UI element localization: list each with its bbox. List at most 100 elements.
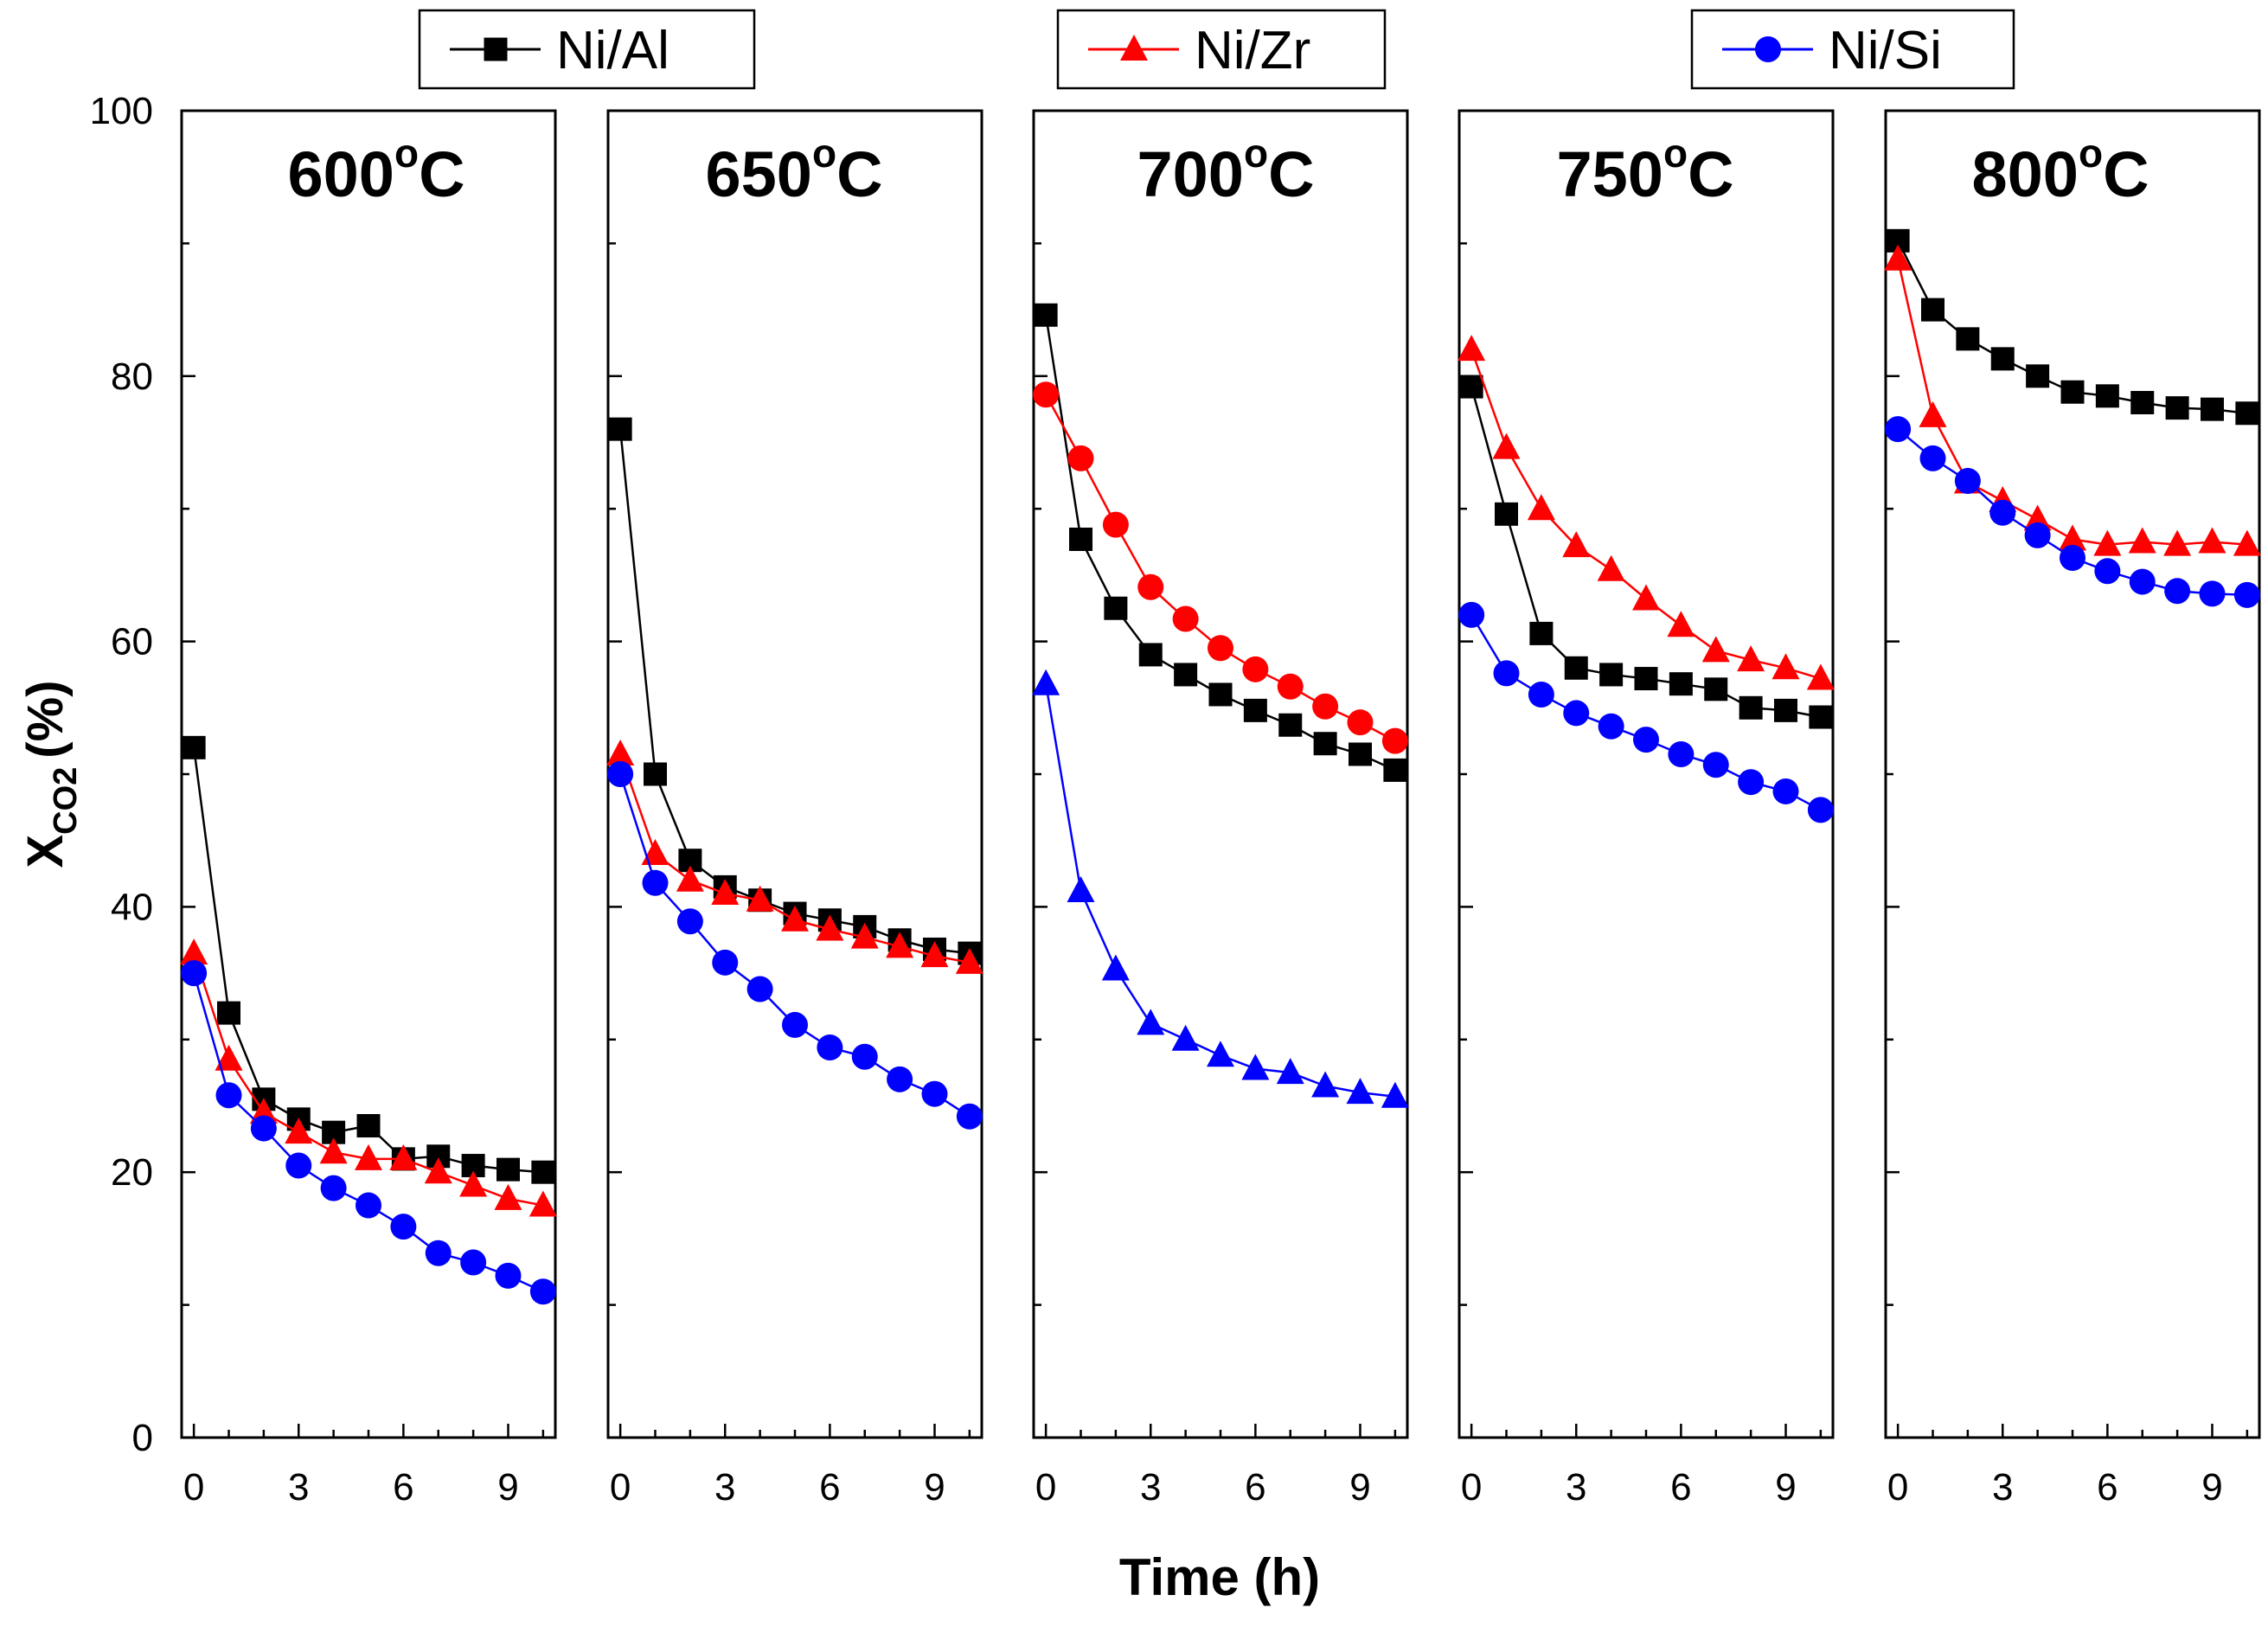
x-tick-label-6: 6 [1670, 1466, 1691, 1508]
data-point-ni-si-10 [956, 1103, 983, 1130]
x-tick-label-6: 6 [393, 1466, 413, 1508]
data-point-ni-zr-5 [1208, 635, 1233, 662]
panel-frame [180, 109, 557, 1439]
panel-title: 600oC [287, 131, 464, 210]
series-ni-si [181, 960, 556, 1305]
data-point-ni-zr-3 [711, 879, 740, 906]
data-point-ni-zr-7 [424, 1157, 452, 1184]
x-axis-title: Time (h) [1119, 1548, 1320, 1606]
data-point-ni-zr-3 [285, 1118, 313, 1144]
data-point-ni-zr-5 [355, 1143, 382, 1170]
data-point-ni-si-2 [1101, 954, 1130, 981]
data-point-ni-zr-4 [746, 885, 774, 912]
data-point-ni-si-4 [2024, 522, 2051, 548]
data-point-ni-zr-9 [920, 941, 949, 968]
data-point-ni-zr-6 [1242, 656, 1269, 682]
series-ni-al [1459, 375, 1833, 729]
data-point-ni-si-9 [2199, 580, 2226, 607]
y-tick-label-20: 20 [111, 1151, 153, 1194]
data-point-ni-si-0 [181, 960, 208, 987]
data-point-ni-zr-0 [1033, 381, 1060, 408]
data-point-ni-al-1 [644, 762, 668, 786]
data-point-ni-al-6 [2095, 384, 2119, 408]
data-point-ni-si-0 [1458, 601, 1485, 628]
data-point-ni-al-0 [1459, 375, 1483, 399]
legend-label: Ni/Al [556, 21, 670, 80]
data-point-ni-zr-2 [1102, 511, 1129, 538]
x-tick-label-6: 6 [1245, 1466, 1265, 1508]
series-line [1044, 683, 1396, 1099]
data-point-ni-zr-3 [1562, 531, 1591, 558]
data-point-ni-si-10 [1807, 797, 1834, 823]
panel-frame [1458, 109, 1835, 1439]
data-point-ni-si-4 [1171, 1024, 1200, 1051]
data-point-ni-si-5 [356, 1192, 381, 1219]
x-tick-label-9: 9 [497, 1466, 518, 1508]
legend-marker-circle [1755, 36, 1781, 62]
series-line [618, 429, 971, 955]
data-point-ni-si-2 [676, 908, 703, 935]
data-point-ni-al-3 [1138, 643, 1163, 667]
data-point-ni-al-8 [2165, 396, 2189, 420]
data-point-ni-zr-4 [319, 1137, 348, 1164]
data-point-ni-al-10 [1383, 758, 1407, 782]
data-point-ni-al-2 [1104, 596, 1128, 620]
data-point-ni-si-0 [1032, 669, 1060, 695]
series-ni-zr [180, 938, 557, 1217]
series-ni-zr [606, 739, 983, 974]
x-tick-label-3: 3 [714, 1466, 735, 1508]
data-point-ni-si-8 [887, 1066, 913, 1092]
data-point-ni-al-5 [2060, 380, 2085, 404]
data-point-ni-zr-6 [1667, 611, 1695, 637]
legend-item-ni-al: Ni/Al [418, 9, 756, 90]
data-point-ni-si-10 [2233, 581, 2260, 608]
y-tick-label-80: 80 [111, 356, 153, 398]
data-point-ni-zr-0 [606, 739, 635, 765]
data-point-ni-zr-10 [529, 1190, 557, 1217]
data-point-ni-si-1 [1919, 445, 1946, 471]
data-point-ni-al-8 [1313, 732, 1337, 756]
panel-frame [1032, 109, 1409, 1439]
data-point-ni-si-4 [746, 976, 773, 1002]
data-point-ni-si-1 [1067, 875, 1095, 902]
data-point-ni-al-9 [1773, 698, 1797, 722]
data-point-ni-zr-2 [1527, 494, 1555, 521]
data-point-ni-al-1 [217, 1001, 241, 1025]
data-point-ni-al-7 [1278, 713, 1303, 737]
data-point-ni-al-2 [1956, 327, 1980, 351]
legend: Ni/Al Ni/Zr Ni/Si [418, 9, 2015, 90]
data-point-ni-si-3 [285, 1152, 312, 1179]
data-point-ni-si-1 [1493, 660, 1520, 687]
data-point-ni-zr-0 [180, 938, 208, 965]
series-line [192, 747, 543, 1174]
series-ni-si [607, 761, 983, 1130]
data-point-ni-zr-9 [1347, 709, 1374, 736]
series-ni-si [1032, 669, 1409, 1108]
legend-label: Ni/Si [1829, 21, 1942, 80]
data-point-ni-zr-1 [1919, 400, 1947, 427]
data-point-ni-al-1 [1495, 502, 1519, 526]
data-point-ni-si-2 [1528, 681, 1554, 708]
data-point-ni-zr-10 [955, 947, 983, 974]
series-ni-zr [1458, 335, 1835, 690]
data-point-ni-zr-7 [1277, 673, 1304, 700]
data-point-ni-zr-2 [249, 1098, 278, 1124]
data-point-ni-zr-6 [816, 914, 844, 941]
data-point-ni-zr-1 [1067, 445, 1094, 471]
x-tick-label-3: 3 [288, 1466, 309, 1508]
series-ni-al [182, 735, 555, 1184]
data-point-ni-si-5 [2060, 544, 2085, 571]
data-point-ni-al-1 [1069, 527, 1093, 551]
data-point-ni-zr-5 [1632, 584, 1660, 611]
data-point-ni-si-7 [425, 1239, 452, 1266]
data-point-ni-si-6 [2094, 558, 2121, 585]
data-point-ni-si-3 [1137, 1009, 1165, 1035]
data-point-ni-zr-9 [1771, 653, 1800, 680]
data-point-ni-si-10 [1381, 1081, 1409, 1108]
x-tick-label-9: 9 [1775, 1466, 1796, 1508]
series-ni-si [1458, 601, 1834, 823]
series-line [1470, 614, 1822, 811]
data-point-ni-zr-5 [781, 905, 809, 932]
panel-800: 0 3 6 9 800oC [1884, 109, 2261, 1508]
data-point-ni-zr-4 [1597, 554, 1625, 581]
